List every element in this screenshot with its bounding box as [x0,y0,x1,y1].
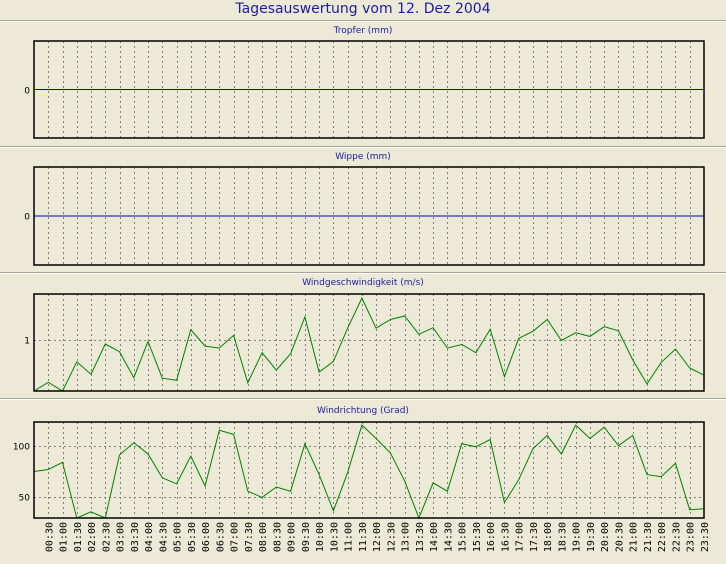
chart-title-windgeschwindigkeit: Windgeschwindigkeit (m/s) [302,278,424,288]
x-tick-label: 11:00 [344,522,355,552]
x-tick-label: 02:30 [101,522,112,552]
x-tick-label: 05:30 [187,522,198,552]
chart-title-tropfer: Tropfer (mm) [333,26,393,36]
plot-border [33,421,705,519]
x-tick-label: 05:00 [173,522,184,552]
x-tick-label: 20:00 [600,522,611,552]
x-tick-label: 03:00 [116,522,127,552]
x-tick-label: 08:00 [258,522,269,552]
x-tick-label: 07:00 [230,522,241,552]
x-tick-label: 19:00 [572,522,583,552]
x-tick-label: 02:00 [87,522,98,552]
x-tick-label: 12:30 [386,522,397,552]
y-tick-label: 50 [19,494,31,504]
x-tick-label: 22:00 [657,522,668,552]
x-tick-label: 03:30 [130,522,141,552]
x-tick-label: 11:30 [358,522,369,552]
x-tick-label: 22:30 [672,522,683,552]
x-tick-label: 21:30 [643,522,654,552]
plot-border [33,40,705,139]
x-tick-label: 15:00 [458,522,469,552]
x-tick-label: 10:30 [329,522,340,552]
x-tick-label: 06:00 [201,522,212,552]
divider [0,272,726,274]
x-tick-label: 08:30 [272,522,283,552]
plot-frame [33,421,705,519]
divider [0,398,726,400]
x-tick-label: 13:00 [401,522,412,552]
chart-title-windrichtung: Windrichtung (Grad) [317,406,409,416]
y-tick-label: 1 [24,337,30,347]
x-tick-label: 20:30 [615,522,626,552]
x-tick-label: 09:30 [301,522,312,552]
x-tick-label: 14:00 [429,522,440,552]
x-tick-label: 01:30 [73,522,84,552]
x-tick-label: 07:30 [244,522,255,552]
series-line [33,424,705,520]
x-tick-label: 10:00 [315,522,326,552]
plot-border [33,293,705,392]
series-line [33,296,705,392]
x-tick-label: 01:00 [59,522,70,552]
x-tick-label: 23:30 [700,522,711,552]
plot-border [33,166,705,266]
x-tick-label: 19:30 [586,522,597,552]
chart-title-wippe: Wippe (mm) [335,152,391,162]
divider [0,146,726,148]
x-tick-label: 17:30 [529,522,540,552]
x-tick-label: 04:00 [144,522,155,552]
x-tick-label: 17:00 [515,522,526,552]
page-title: Tagesauswertung vom 12. Dez 2004 [235,1,491,17]
x-tick-label: 12:00 [372,522,383,552]
y-tick-label: 100 [13,443,30,453]
x-tick-label: 18:30 [557,522,568,552]
x-tick-label: 00:30 [44,522,55,552]
x-tick-label: 23:00 [686,522,697,552]
x-tick-label: 06:30 [215,522,226,552]
divider [0,20,726,22]
y-tick-label: 0 [24,87,30,97]
x-tick-label: 21:00 [629,522,640,552]
x-tick-label: 16:30 [500,522,511,552]
y-tick-label: 0 [24,213,30,223]
x-tick-label: 18:00 [543,522,554,552]
x-tick-label: 09:00 [287,522,298,552]
x-tick-label: 04:30 [158,522,169,552]
x-tick-label: 14:30 [443,522,454,552]
x-tick-label: 15:30 [472,522,483,552]
x-tick-label: 13:30 [415,522,426,552]
x-tick-label: 16:00 [486,522,497,552]
